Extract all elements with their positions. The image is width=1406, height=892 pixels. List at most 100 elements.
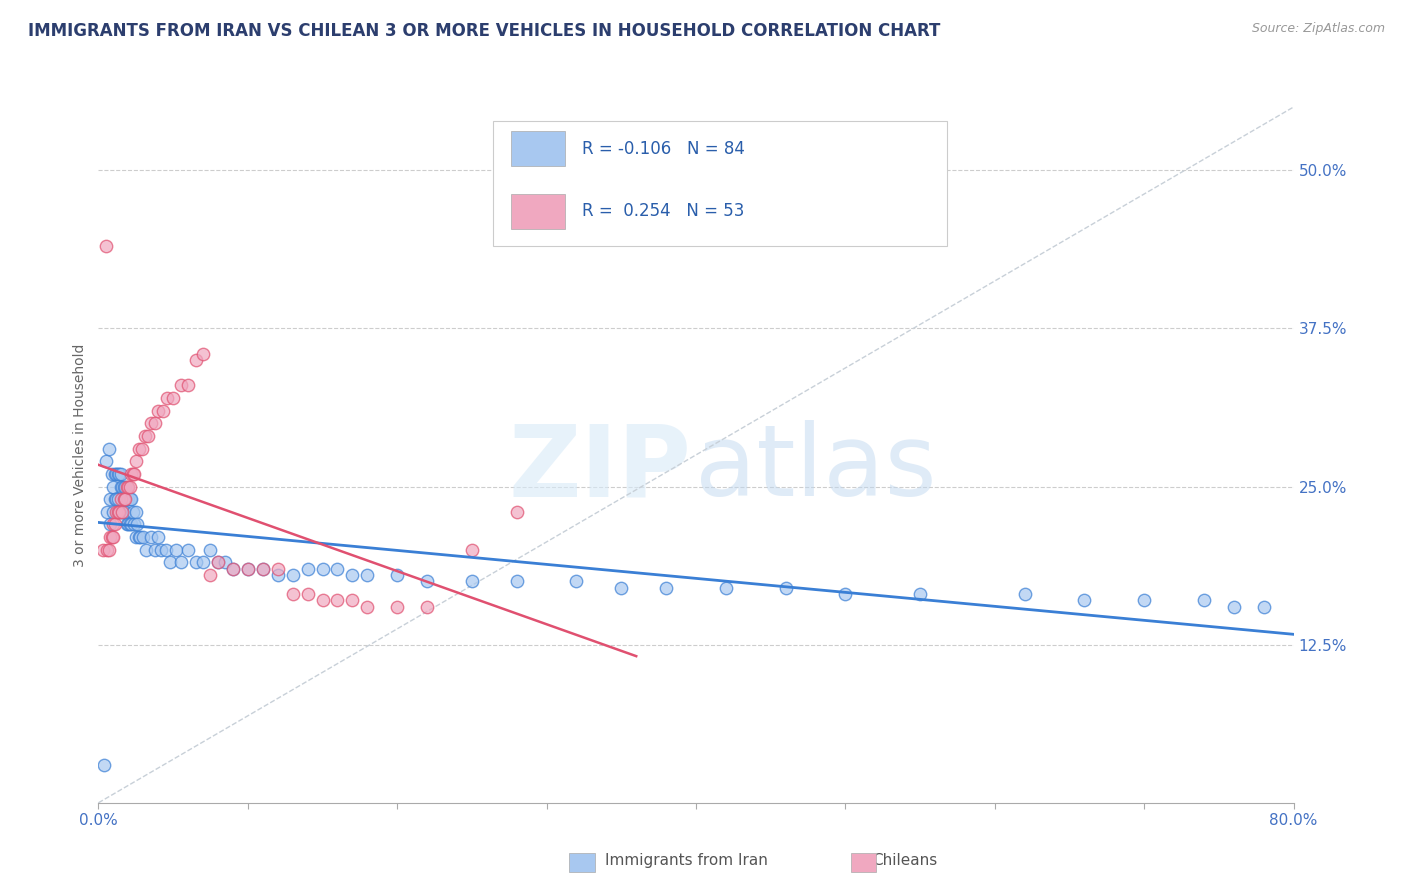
Point — [385, 599, 409, 614]
Point — [311, 562, 333, 576]
Point — [112, 505, 135, 519]
Text: R =  0.254   N = 53: R = 0.254 N = 53 — [582, 202, 745, 220]
Point — [908, 587, 931, 601]
Point — [207, 556, 229, 570]
Text: Chileans: Chileans — [872, 854, 936, 868]
Point — [775, 581, 797, 595]
Point — [162, 391, 184, 405]
Point — [111, 505, 134, 519]
Point — [143, 417, 166, 431]
FancyBboxPatch shape — [510, 194, 565, 229]
Point — [152, 403, 174, 417]
Point — [110, 505, 132, 519]
Point — [385, 568, 409, 582]
Point — [342, 568, 364, 582]
Point — [103, 530, 125, 544]
Point — [98, 530, 122, 544]
Text: R = -0.106   N = 84: R = -0.106 N = 84 — [582, 140, 745, 158]
Point — [125, 530, 148, 544]
Point — [103, 505, 125, 519]
Point — [1073, 593, 1095, 607]
Point — [104, 517, 127, 532]
Point — [134, 429, 156, 443]
Point — [506, 505, 529, 519]
Point — [267, 562, 290, 576]
Point — [1133, 593, 1156, 607]
Point — [105, 505, 128, 519]
Point — [129, 530, 152, 544]
Point — [159, 556, 181, 570]
Point — [112, 479, 135, 493]
Point — [281, 568, 304, 582]
Point — [155, 542, 177, 557]
Point — [191, 347, 214, 361]
Point — [139, 530, 162, 544]
Point — [107, 467, 129, 481]
Point — [114, 505, 136, 519]
Point — [115, 479, 138, 493]
Point — [94, 454, 117, 468]
Point — [565, 574, 588, 589]
Point — [191, 556, 214, 570]
Point — [252, 562, 274, 576]
Point — [506, 574, 529, 589]
Point — [96, 505, 118, 519]
Point — [184, 353, 207, 368]
Point — [111, 479, 134, 493]
Point — [128, 530, 150, 544]
Point — [236, 562, 259, 576]
Point — [252, 562, 274, 576]
Point — [207, 556, 229, 570]
Point — [148, 530, 170, 544]
Point — [136, 429, 159, 443]
Point — [120, 492, 142, 507]
Point — [114, 479, 136, 493]
Point — [124, 517, 146, 532]
Point — [311, 593, 333, 607]
Point — [107, 505, 129, 519]
Point — [124, 467, 146, 481]
Point — [117, 492, 139, 507]
Point — [222, 562, 245, 576]
Point — [169, 556, 191, 570]
Point — [120, 467, 142, 481]
Point — [127, 517, 149, 532]
Point — [184, 556, 207, 570]
Point — [267, 568, 290, 582]
Text: Immigrants from Iran: Immigrants from Iran — [605, 854, 768, 868]
Point — [121, 505, 143, 519]
Point — [118, 517, 141, 532]
Point — [98, 492, 122, 507]
Point — [103, 517, 125, 532]
Point — [1014, 587, 1036, 601]
Point — [156, 391, 179, 405]
Point — [120, 517, 142, 532]
Point — [150, 542, 173, 557]
Point — [118, 479, 141, 493]
Point — [91, 542, 114, 557]
Point — [1223, 599, 1246, 614]
Text: Source: ZipAtlas.com: Source: ZipAtlas.com — [1251, 22, 1385, 36]
Point — [177, 378, 200, 392]
Point — [132, 530, 155, 544]
Point — [148, 403, 170, 417]
Point — [461, 574, 484, 589]
Point — [125, 454, 148, 468]
Point — [342, 593, 364, 607]
Point — [326, 562, 349, 576]
Point — [139, 417, 162, 431]
Point — [108, 467, 131, 481]
Point — [416, 574, 439, 589]
Point — [111, 505, 134, 519]
Point — [96, 542, 118, 557]
Point — [108, 505, 131, 519]
FancyBboxPatch shape — [510, 131, 565, 166]
Text: ZIP: ZIP — [509, 420, 692, 517]
Point — [135, 542, 157, 557]
Point — [117, 479, 139, 493]
Point — [105, 467, 128, 481]
Point — [125, 505, 148, 519]
Point — [143, 542, 166, 557]
Point — [110, 467, 132, 481]
Point — [165, 542, 187, 557]
